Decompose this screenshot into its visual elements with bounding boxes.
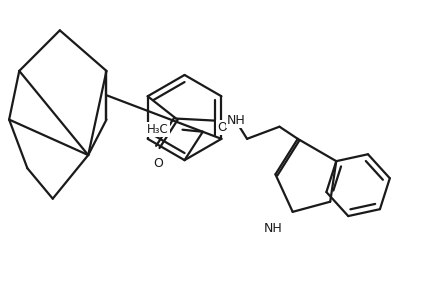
Text: H₃C: H₃C	[147, 123, 168, 136]
Text: NH: NH	[264, 222, 283, 235]
Text: NH: NH	[227, 114, 246, 127]
Text: O: O	[217, 121, 227, 134]
Text: O: O	[153, 157, 163, 170]
